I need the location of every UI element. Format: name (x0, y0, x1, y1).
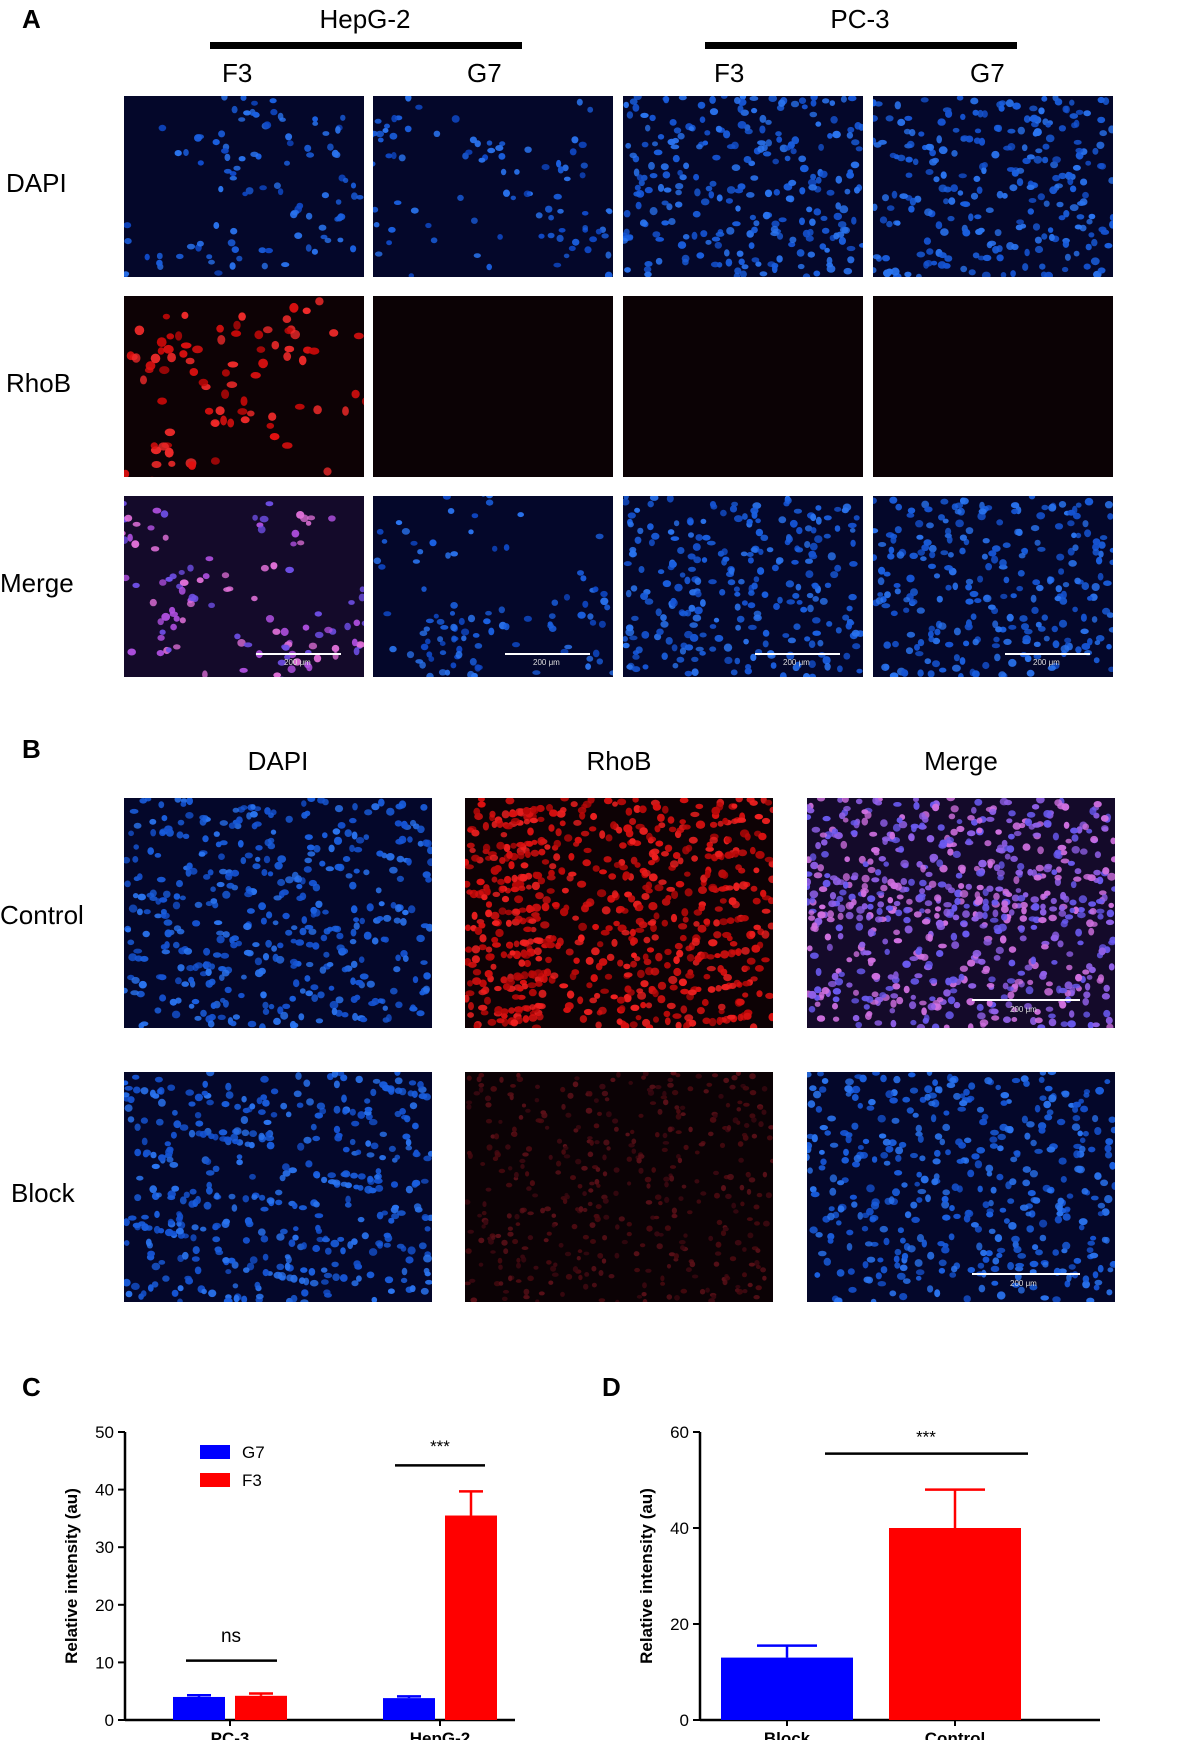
chart-d: 0 20 40 60 Relative intensity (au) Block Contr… (637, 1423, 1100, 1740)
sig-label-ns: ns (221, 1626, 241, 1647)
x-tick-label: HepG-2 (410, 1729, 470, 1740)
chart-c: 0 10 20 30 40 50 Relative intensity (au) PC-3 He… (62, 1423, 515, 1740)
scale-bar (972, 999, 1080, 1001)
scale-bar (1005, 653, 1090, 655)
panel-a-letter: A (22, 4, 41, 34)
micrograph-merge-pc3-g7: 200 μm (873, 496, 1113, 677)
x-tick-label: Block (764, 1729, 811, 1740)
row-label-merge: Merge (0, 568, 74, 598)
group-bar-hepg2 (210, 42, 522, 49)
bar-control (889, 1528, 1021, 1720)
x-tick-label: Control (925, 1729, 985, 1740)
col-label-f3-hepg2: F3 (222, 58, 253, 88)
scale-bar (256, 653, 341, 655)
scale-bar (505, 653, 590, 655)
y-tick-label: 50 (95, 1423, 114, 1442)
col-label-f3-pc3: F3 (714, 58, 745, 88)
legend-label-g7: G7 (242, 1443, 265, 1462)
sig-label: *** (916, 1428, 936, 1447)
bar-g7-pc-3 (173, 1696, 225, 1720)
y-tick-label: 30 (95, 1538, 114, 1557)
col-label-dapi: DAPI (247, 746, 309, 776)
micrograph-rhob-pc3-g7 (873, 296, 1113, 477)
group-label-pc3: PC-3 (830, 4, 890, 34)
scale-bar-label: 200 μm (783, 658, 810, 667)
sig-label-hepg2: *** (430, 1437, 450, 1456)
micrograph-rhob-block (465, 1072, 773, 1302)
x-tick-label: PC-3 (211, 1729, 250, 1740)
col-label-g7-hepg2: G7 (467, 58, 502, 88)
micrograph-dapi-block (124, 1072, 432, 1302)
bar-g7-hepg-2 (383, 1698, 435, 1720)
micrograph-rhob-pc3-f3 (623, 296, 863, 477)
y-tick-label: 0 (105, 1711, 114, 1730)
micrograph-dapi-hepg2-g7 (373, 96, 613, 277)
scale-bar (972, 1273, 1080, 1275)
scale-bar-label: 200 μm (533, 658, 560, 667)
bar-block (721, 1657, 853, 1720)
bar-f3-pc-3 (235, 1695, 287, 1720)
micrograph-dapi-hepg2-f3 (124, 96, 364, 277)
legend-swatch-f3 (200, 1473, 230, 1487)
row-label-rhob: RhoB (6, 368, 72, 398)
y-tick-label: 20 (95, 1596, 114, 1615)
row-label-dapi: DAPI (6, 168, 67, 198)
scale-bar (755, 653, 840, 655)
micrograph-merge-block: 200 μm (807, 1072, 1115, 1302)
col-label-merge: Merge (924, 746, 998, 776)
scale-bar-label: 200 μm (1010, 1279, 1037, 1288)
row-label-control: Control (0, 900, 84, 930)
y-tick-label: 0 (680, 1711, 689, 1730)
panel-c-letter: C (22, 1372, 41, 1402)
y-tick-label: 20 (670, 1615, 689, 1634)
y-tick-label: 40 (95, 1481, 114, 1500)
y-axis-label: Relative intensity (au) (62, 1488, 81, 1664)
bar-f3-hepg-2 (445, 1515, 497, 1720)
group-bar-pc3 (705, 42, 1017, 49)
micrograph-dapi-pc3-g7 (873, 96, 1113, 277)
scale-bar-label: 200 μm (1033, 658, 1060, 667)
micrograph-rhob-hepg2-g7 (373, 296, 613, 477)
micrograph-dapi-pc3-f3 (623, 96, 863, 277)
scale-bar-label: 200 μm (1010, 1005, 1037, 1014)
y-axis-label: Relative intensity (au) (637, 1488, 656, 1664)
micrograph-merge-pc3-f3: 200 μm (623, 496, 863, 677)
panel-d-letter: D (602, 1372, 621, 1402)
y-tick-label: 10 (95, 1653, 114, 1672)
panel-b-letter: B (22, 734, 41, 764)
y-tick-label: 40 (670, 1519, 689, 1538)
micrograph-rhob-control (465, 798, 773, 1028)
micrograph-merge-hepg2-g7: 200 μm (373, 496, 613, 677)
scale-bar-label: 200 μm (284, 658, 311, 667)
legend-swatch-g7 (200, 1445, 230, 1459)
micrograph-merge-control: 200 μm (807, 798, 1115, 1028)
y-tick-label: 60 (670, 1423, 689, 1442)
micrograph-rhob-hepg2-f3 (124, 296, 364, 477)
micrograph-dapi-control (124, 798, 432, 1028)
micrograph-merge-hepg2-f3: 200 μm (124, 496, 364, 677)
group-label-hepg2: HepG-2 (319, 4, 411, 34)
col-label-rhob: RhoB (586, 746, 652, 776)
col-label-g7-pc3: G7 (970, 58, 1005, 88)
legend-label-f3: F3 (242, 1471, 262, 1490)
row-label-block: Block (11, 1178, 75, 1208)
